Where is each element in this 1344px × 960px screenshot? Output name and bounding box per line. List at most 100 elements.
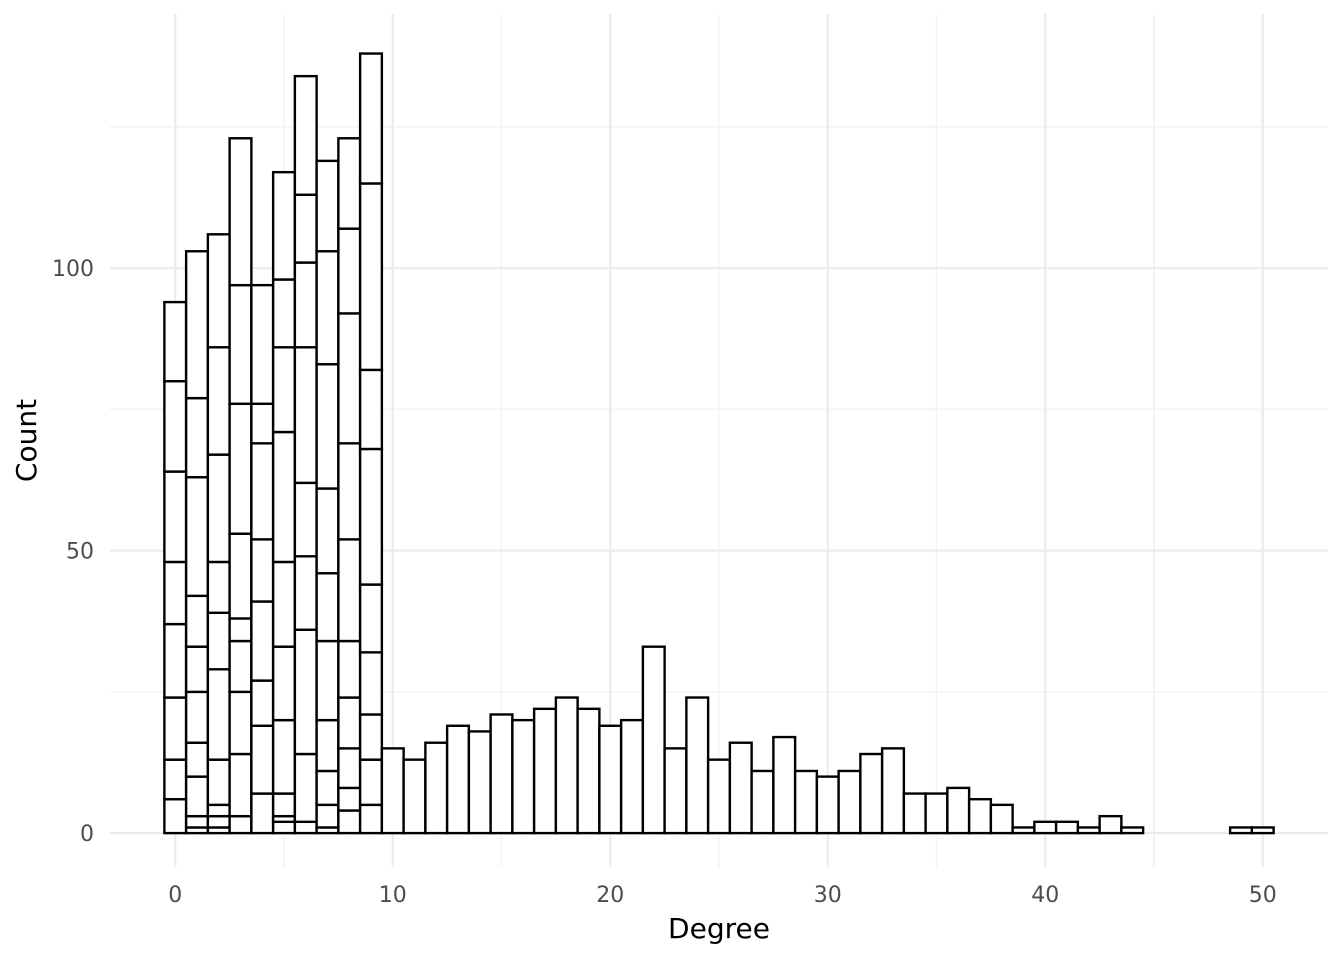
histogram-bar (728, 741, 753, 835)
histogram-bar (380, 747, 405, 835)
stacked-bar-segment (163, 560, 188, 626)
histogram-bar (989, 803, 1014, 835)
stacked-bar-segment (163, 758, 188, 801)
histogram-bar (424, 741, 449, 835)
stacked-bar-segment (358, 368, 384, 451)
histogram-bar (1228, 826, 1254, 835)
stacked-bar-segment (271, 820, 297, 835)
stacked-bar-segment (315, 250, 340, 366)
stacked-bar-segment (228, 532, 253, 620)
histogram-bar (1033, 820, 1058, 835)
stacked-bar-segment (358, 583, 384, 654)
histogram-bar (554, 696, 579, 835)
stacked-bar-segment (293, 752, 318, 824)
y-tick-label: 0 (80, 822, 94, 847)
stacked-bar-segment (163, 379, 188, 473)
histogram-bar (750, 769, 775, 835)
stacked-bar-segment (250, 442, 275, 541)
stacked-bar-segment (293, 74, 318, 196)
stacked-bar-segment (337, 538, 362, 643)
histogram-bar (511, 718, 536, 835)
stacked-bar-segment (228, 814, 253, 835)
y-tick-label: 50 (66, 540, 94, 565)
stacked-bar-segment (315, 487, 340, 575)
stacked-bar-segment (228, 617, 253, 643)
histogram-bar (402, 758, 427, 835)
stacked-bar-segment (358, 52, 384, 185)
stacked-bar-segment (250, 679, 275, 727)
stacked-bar-segment (228, 690, 253, 756)
x-tick-label: 10 (379, 883, 407, 908)
x-tick-label: 0 (168, 883, 182, 908)
stacked-bar-segment (184, 396, 210, 479)
histogram-bar (924, 792, 949, 835)
stacked-bar-segment (271, 718, 297, 795)
stacked-bar-segment (163, 622, 188, 699)
stacked-bar-segment (358, 758, 384, 807)
histogram-bar (1098, 814, 1123, 835)
stacked-bar-segment (293, 555, 318, 631)
x-tick-label: 40 (1031, 883, 1059, 908)
stacked-bar-segment (184, 690, 210, 744)
stacked-bar-segment (293, 481, 318, 558)
stacked-bar-segment (271, 346, 297, 434)
stacked-bar-segment (293, 820, 318, 835)
stacked-bar-segment (358, 182, 384, 372)
stacked-bar-segment (184, 250, 210, 400)
stacked-bar-segment (271, 278, 297, 349)
x-axis-title: Degree (668, 912, 770, 945)
x-tick-label: 30 (814, 883, 842, 908)
histogram-bar (1250, 826, 1275, 835)
stacked-bar-segment (184, 476, 210, 598)
stacked-bar-segment (163, 798, 188, 835)
stacked-bar-segment (358, 713, 384, 761)
histogram-bar (837, 769, 862, 835)
stacked-bar-segment (293, 261, 318, 349)
histogram-bar (467, 730, 492, 835)
histogram-bar (489, 713, 514, 835)
tick-labels: 0 10 20 30 40 50 0 50 100 (52, 257, 1277, 908)
histogram-bar (772, 735, 797, 835)
stacked-bar-segment (250, 792, 275, 835)
stacked-bar-segment (293, 193, 318, 264)
stacked-bar-segment (315, 363, 340, 490)
stacked-bar-segment (337, 442, 362, 541)
y-axis-title: Count (10, 399, 43, 482)
stacked-bar-segment (315, 803, 340, 829)
stacked-bar-segment (250, 283, 275, 405)
stacked-bar-segment (358, 803, 384, 835)
stacked-bar-segment (337, 786, 362, 812)
stacked-bar-segment (271, 430, 297, 564)
stacked-bar-segment (315, 718, 340, 773)
histogram-bar (445, 724, 471, 835)
stacked-bar-segment (228, 402, 253, 535)
stacked-bar-segment (293, 346, 318, 485)
stacked-bar-segment (271, 645, 297, 722)
stacked-bar-segment (206, 233, 231, 349)
histogram-bar (1076, 826, 1101, 835)
stacked-bar-segment (206, 668, 231, 761)
stacked-bar-segment (206, 453, 231, 564)
stacked-bar-segment (250, 724, 275, 795)
histogram-bar (576, 707, 601, 835)
stacked-bar-segment (250, 402, 275, 445)
stacked-bar-segment (358, 447, 384, 586)
histogram-bar (706, 758, 732, 835)
stacked-bar-segment (337, 696, 362, 750)
histogram-bar (1011, 826, 1036, 835)
stacked-bar-segment (206, 611, 231, 671)
histogram-bar (859, 752, 884, 835)
stacked-bar-segment (337, 809, 362, 835)
histogram-bar (598, 724, 623, 835)
stacked-bar-segment (184, 741, 210, 778)
x-tick-label: 50 (1249, 883, 1277, 908)
stacked-bar-segment (315, 572, 340, 643)
stacked-bar-segment (337, 639, 362, 699)
stacked-bar-segment (206, 758, 231, 807)
histogram-bar (685, 696, 710, 835)
stacked-bar-segment (228, 137, 253, 287)
y-tick-label: 100 (52, 257, 94, 282)
stacked-bar-segment (315, 769, 340, 807)
histogram-bar (967, 798, 993, 835)
